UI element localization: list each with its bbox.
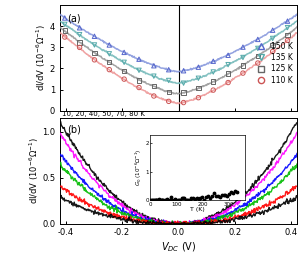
Point [285, 25, 290, 30]
Point [62, 35, 67, 39]
Point [166, 68, 171, 72]
Point [62, 29, 67, 33]
Point [226, 71, 230, 75]
Point [136, 86, 141, 90]
Point [107, 43, 112, 47]
Point [152, 84, 156, 88]
Point [136, 57, 141, 61]
Point [255, 37, 260, 41]
Point [92, 34, 97, 38]
Y-axis label: dI/dV (10$^{-6}$$\Omega^{-1}$): dI/dV (10$^{-6}$$\Omega^{-1}$) [35, 24, 48, 91]
Legend: 150 K, 135 K, 125 K, 110 K: 150 K, 135 K, 125 K, 110 K [253, 41, 293, 85]
Point [211, 70, 216, 74]
Point [241, 45, 245, 49]
Point [152, 64, 156, 68]
Point [255, 54, 260, 58]
Point [196, 96, 201, 100]
Point [181, 81, 186, 85]
Point [107, 60, 112, 64]
Point [166, 99, 171, 103]
Point [211, 88, 216, 92]
Point [122, 77, 127, 81]
Point [92, 43, 97, 47]
Point [241, 71, 245, 75]
Point [241, 56, 245, 60]
Y-axis label: dI/dV (10$^{-6}$$\Omega^{-1}$): dI/dV (10$^{-6}$$\Omega^{-1}$) [27, 137, 40, 204]
Point [196, 76, 201, 80]
Point [62, 22, 67, 26]
Point [152, 74, 156, 78]
Point [77, 45, 82, 49]
Point [77, 40, 82, 44]
Point [122, 69, 127, 73]
Point [196, 86, 201, 90]
Point [226, 53, 230, 57]
X-axis label: $V_{DC}$ (V): $V_{DC}$ (V) [161, 240, 196, 254]
Point [285, 38, 290, 42]
Point [255, 46, 260, 50]
Point [122, 50, 127, 54]
Point [107, 52, 112, 56]
Point [77, 26, 82, 30]
Point [181, 90, 186, 95]
Point [62, 16, 67, 20]
Point [196, 65, 201, 69]
Point [270, 28, 275, 32]
Point [241, 64, 245, 68]
Point [270, 36, 275, 41]
Point [136, 78, 141, 82]
Point [226, 63, 230, 67]
Text: (b): (b) [67, 124, 81, 134]
Point [211, 80, 216, 84]
Point [166, 90, 171, 94]
Point [226, 80, 230, 85]
Point [255, 61, 260, 65]
Point [270, 49, 275, 53]
Point [136, 68, 141, 72]
Text: 10, 20, 40, 50, 70, 80 K: 10, 20, 40, 50, 70, 80 K [62, 111, 145, 117]
Point [181, 100, 186, 105]
Point [270, 43, 275, 47]
Point [181, 69, 186, 73]
Point [211, 59, 216, 63]
Point [92, 51, 97, 55]
Point [92, 58, 97, 62]
Point [166, 78, 171, 82]
Point [285, 19, 290, 23]
Text: (a): (a) [67, 14, 81, 24]
Point [122, 60, 127, 64]
Point [152, 94, 156, 98]
Point [107, 68, 112, 72]
Point [285, 33, 290, 37]
Point [77, 33, 82, 37]
